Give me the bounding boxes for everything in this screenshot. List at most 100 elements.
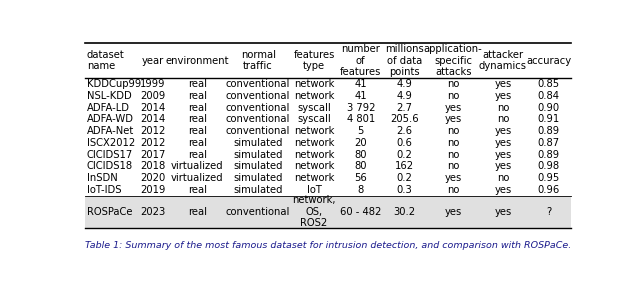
Text: conventional: conventional [226, 103, 291, 113]
Text: 60 - 482: 60 - 482 [340, 207, 381, 217]
Text: 162: 162 [395, 161, 414, 171]
Text: 0.98: 0.98 [538, 161, 559, 171]
Text: ADFA-WD: ADFA-WD [87, 114, 134, 124]
Text: 0.91: 0.91 [538, 114, 560, 124]
Text: virtualized: virtualized [171, 161, 223, 171]
Text: real: real [188, 138, 207, 148]
Text: 4 801: 4 801 [347, 114, 375, 124]
Text: network,
OS,
ROS2: network, OS, ROS2 [292, 195, 336, 229]
Text: conventional: conventional [226, 114, 291, 124]
Text: year: year [142, 56, 164, 66]
Text: dataset
name: dataset name [87, 50, 125, 72]
Text: IoT: IoT [307, 185, 321, 195]
Text: 3 792: 3 792 [347, 103, 375, 113]
Text: real: real [188, 150, 207, 160]
Text: real: real [188, 91, 207, 101]
Text: millions
of data
points: millions of data points [385, 44, 424, 77]
Text: InSDN: InSDN [87, 173, 118, 183]
Text: 0.90: 0.90 [538, 103, 559, 113]
Text: CICIDS18: CICIDS18 [87, 161, 133, 171]
Text: KDDCup99: KDDCup99 [87, 79, 141, 89]
Text: yes: yes [494, 207, 511, 217]
Text: application-
specific
attacks: application- specific attacks [424, 44, 483, 77]
Text: 30.2: 30.2 [394, 207, 415, 217]
Text: conventional: conventional [226, 126, 291, 136]
Text: no: no [447, 79, 460, 89]
Text: no: no [497, 173, 509, 183]
Text: no: no [447, 138, 460, 148]
Text: yes: yes [445, 114, 462, 124]
Text: 80: 80 [355, 150, 367, 160]
Text: yes: yes [494, 91, 511, 101]
Text: ROSPaCe: ROSPaCe [87, 207, 132, 217]
Text: 2009: 2009 [140, 91, 166, 101]
Text: IoT-IDS: IoT-IDS [87, 185, 122, 195]
Text: features
type: features type [293, 50, 335, 72]
Text: network: network [294, 150, 334, 160]
Text: CICIDS17: CICIDS17 [87, 150, 133, 160]
Text: network: network [294, 161, 334, 171]
Text: 2019: 2019 [140, 185, 166, 195]
Text: no: no [447, 161, 460, 171]
Text: real: real [188, 185, 207, 195]
Text: simulated: simulated [234, 173, 283, 183]
Text: 5: 5 [358, 126, 364, 136]
Text: 0.89: 0.89 [538, 150, 559, 160]
Text: attacker
dynamics: attacker dynamics [479, 50, 527, 72]
Text: network: network [294, 79, 334, 89]
Text: 4.9: 4.9 [397, 79, 413, 89]
Text: no: no [447, 150, 460, 160]
Text: 41: 41 [355, 79, 367, 89]
Text: syscall: syscall [297, 103, 331, 113]
Text: conventional: conventional [226, 79, 291, 89]
Text: 0.2: 0.2 [397, 173, 413, 183]
Text: 0.84: 0.84 [538, 91, 559, 101]
Text: 2020: 2020 [140, 173, 166, 183]
Text: 2.6: 2.6 [397, 126, 413, 136]
Text: yes: yes [494, 126, 511, 136]
Text: 20: 20 [355, 138, 367, 148]
Text: environment: environment [166, 56, 229, 66]
Text: 56: 56 [355, 173, 367, 183]
Text: network: network [294, 126, 334, 136]
Text: 2014: 2014 [140, 103, 166, 113]
Text: virtualized: virtualized [171, 173, 223, 183]
Text: yes: yes [494, 185, 511, 195]
Text: yes: yes [494, 161, 511, 171]
Text: conventional: conventional [226, 91, 291, 101]
Text: real: real [188, 114, 207, 124]
Text: 2018: 2018 [140, 161, 166, 171]
Text: 0.2: 0.2 [397, 150, 413, 160]
Text: 2.7: 2.7 [397, 103, 413, 113]
Text: yes: yes [494, 138, 511, 148]
Text: 2014: 2014 [140, 114, 166, 124]
Text: conventional: conventional [226, 207, 291, 217]
Text: 2017: 2017 [140, 150, 166, 160]
Text: ADFA-Net: ADFA-Net [87, 126, 134, 136]
Text: network: network [294, 173, 334, 183]
Text: real: real [188, 207, 207, 217]
Text: ?: ? [546, 207, 551, 217]
Text: real: real [188, 103, 207, 113]
Text: number
of
features: number of features [340, 44, 381, 77]
Text: 0.87: 0.87 [538, 138, 559, 148]
Text: 205.6: 205.6 [390, 114, 419, 124]
Text: yes: yes [494, 150, 511, 160]
Text: no: no [447, 91, 460, 101]
Text: 0.96: 0.96 [538, 185, 560, 195]
Text: yes: yes [494, 79, 511, 89]
Text: yes: yes [445, 207, 462, 217]
Text: simulated: simulated [234, 138, 283, 148]
Text: 0.85: 0.85 [538, 79, 559, 89]
Text: 0.6: 0.6 [397, 138, 413, 148]
Text: simulated: simulated [234, 185, 283, 195]
Text: 2012: 2012 [140, 126, 166, 136]
Text: real: real [188, 79, 207, 89]
Text: network: network [294, 138, 334, 148]
Text: 4.9: 4.9 [397, 91, 413, 101]
Text: no: no [497, 114, 509, 124]
Text: 2012: 2012 [140, 138, 166, 148]
Text: network: network [294, 91, 334, 101]
Text: yes: yes [445, 173, 462, 183]
Text: 80: 80 [355, 161, 367, 171]
